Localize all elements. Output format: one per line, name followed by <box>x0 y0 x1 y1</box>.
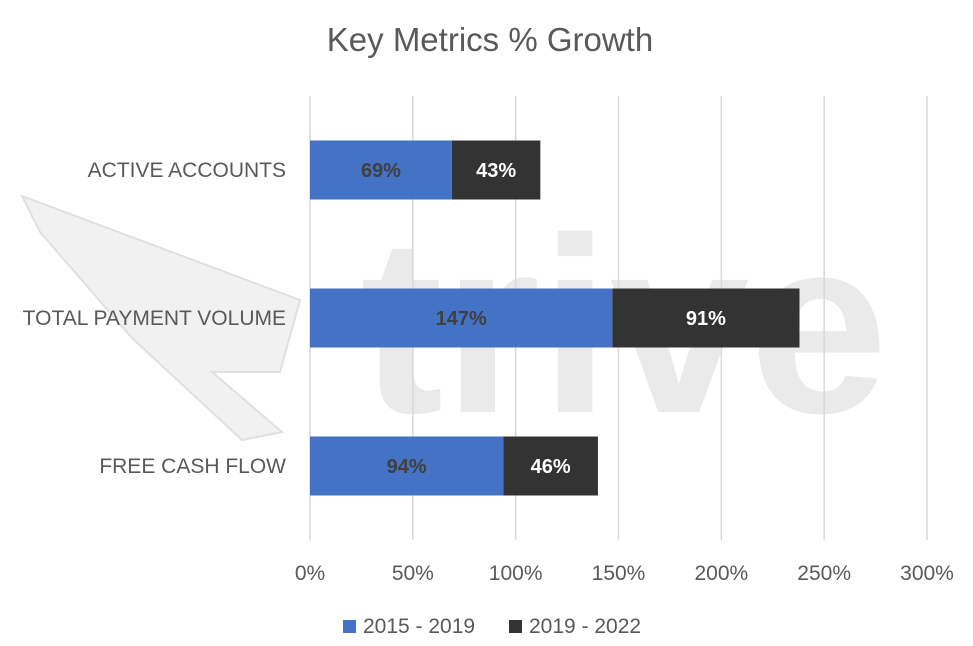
bar-segment <box>310 288 613 348</box>
category-label: ACTIVE ACCOUNTS <box>88 159 286 182</box>
x-tick-label: 0% <box>295 562 325 585</box>
x-tick-label: 100% <box>489 562 543 585</box>
data-label: 69% <box>361 160 401 182</box>
data-label: 91% <box>686 308 726 330</box>
chart-title: Key Metrics % Growth <box>327 21 653 58</box>
legend-label: 2019 - 2022 <box>529 615 641 638</box>
wing-logo-icon <box>19 194 302 442</box>
x-tick-label: 250% <box>797 562 851 585</box>
category-labels: ACTIVE ACCOUNTS TOTAL PAYMENT VOLUME FREE … <box>23 159 287 478</box>
legend-label: 2015 - 2019 <box>363 615 475 638</box>
x-tick-label: 300% <box>900 562 954 585</box>
x-tick-label: 150% <box>592 562 646 585</box>
data-label: 94% <box>387 456 427 478</box>
x-tick-label: 50% <box>392 562 434 585</box>
category-label: FREE CASH FLOW <box>99 455 286 478</box>
bars: 69% 43% 147% 91% 94% 46% <box>310 140 800 496</box>
legend-swatch <box>509 620 522 633</box>
x-axis-ticks: 0% 50% 100% 150% 200% 250% 300% <box>295 562 954 585</box>
data-label: 147% <box>436 308 487 330</box>
legend-swatch <box>343 620 356 633</box>
bar-segment <box>503 436 598 496</box>
bar-segment <box>310 436 504 496</box>
x-tick-label: 200% <box>694 562 748 585</box>
bar-segment <box>612 288 800 348</box>
data-label: 46% <box>531 456 571 478</box>
legend: 2015 - 2019 2019 - 2022 <box>343 615 641 638</box>
bar-segment <box>451 140 541 200</box>
category-label: TOTAL PAYMENT VOLUME <box>23 307 286 330</box>
data-label: 43% <box>476 160 516 182</box>
bar-segment <box>310 140 452 200</box>
